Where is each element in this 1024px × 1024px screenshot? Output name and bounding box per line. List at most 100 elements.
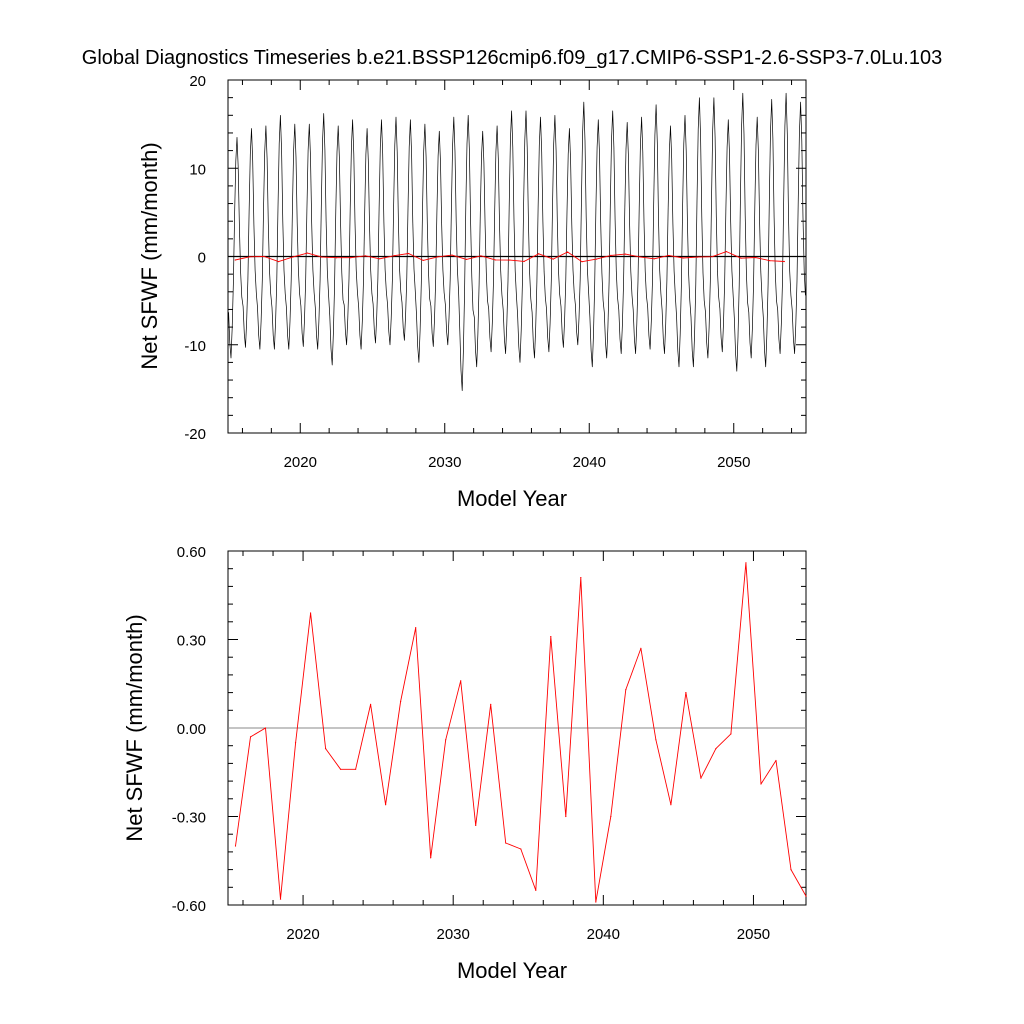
top-panel-x-axis-label: Model Year (457, 486, 567, 511)
bottom-panel-annual-point (580, 576, 582, 579)
top-panel-annual-point (451, 254, 453, 256)
top-panel-annual-point (769, 260, 771, 262)
top-panel-annual-point (321, 256, 323, 258)
top-panel-y-tick-label: -20 (184, 426, 206, 443)
top-panel-annual-point (566, 251, 569, 253)
bottom-panel-annual-point (385, 804, 387, 806)
top-panel-annual-point (393, 255, 395, 257)
bottom-panel-annual-point (460, 680, 462, 682)
bottom-panel-x-tick-label: 2030 (437, 926, 470, 943)
bottom-panel-annual-point (760, 783, 762, 785)
top-panel-annual-point (725, 250, 728, 253)
bottom-panel-annual-point (294, 742, 297, 744)
top-panel-annual-point (668, 254, 670, 257)
top-panel-annual-point (639, 256, 641, 258)
bottom-panel-annual-point (535, 889, 537, 891)
top-panel-annual-point (682, 257, 684, 259)
bottom-panel-annual-point (415, 627, 417, 629)
top-panel-annual-point (697, 256, 699, 258)
bottom-panel-annual-timeseries: Net SFWF (mm/month) Model Year 2020 2030 2… (122, 544, 807, 983)
bottom-panel-annual-point (775, 759, 777, 762)
bottom-panel-annual-point (355, 768, 357, 770)
bottom-panel-annual-point (475, 824, 477, 826)
bottom-panel-annual-point (670, 804, 672, 806)
top-panel-annual-point (249, 256, 251, 258)
top-panel-x-tick-label: 2050 (717, 454, 750, 471)
top-panel-x-tick-label: 2040 (573, 454, 606, 471)
bottom-panel-annual-point (655, 739, 657, 741)
bottom-panel-minor-ticks (228, 551, 806, 905)
bottom-panel-annual-point (324, 748, 327, 750)
top-panel-annual-point (783, 260, 785, 263)
top-panel-annual-point (350, 257, 352, 259)
top-panel-annual-point (422, 259, 424, 261)
bottom-panel-annual-point (805, 895, 807, 897)
top-panel-monthly-timeseries: Net SFWF (mm/month) Model Year 2020 2030 2… (137, 73, 807, 511)
bottom-panel-annual-point (279, 898, 282, 900)
top-panel-y-tick-label: -10 (184, 338, 206, 355)
top-panel-annual-point (523, 260, 525, 262)
top-panel-annual-point (408, 252, 410, 255)
top-panel-annual-point (509, 259, 511, 261)
bottom-panel-annual-point (309, 612, 312, 614)
bottom-panel-annual-point (715, 748, 717, 750)
top-panel-annual-point (292, 256, 294, 258)
bottom-panel-annual-point (445, 739, 447, 741)
top-panel-x-tick-label: 2030 (428, 454, 461, 471)
bottom-panel-annual-point (400, 700, 402, 703)
bottom-panel-y-tick-label: 0.60 (177, 544, 206, 561)
top-panel-minor-ticks (228, 80, 806, 433)
top-panel-annual-point (465, 258, 468, 261)
top-panel-annual-point (436, 256, 439, 258)
bottom-panel-annual-point (339, 768, 342, 770)
top-panel-annual-point (581, 261, 583, 263)
bottom-panel-annual-point (685, 692, 687, 694)
bottom-panel-annual-point (610, 815, 612, 818)
top-panel-y-tick-label: 20 (189, 73, 206, 90)
bottom-panel-annual-point (700, 777, 702, 779)
bottom-panel-annual-point (790, 869, 792, 871)
top-panel-annual-point (480, 255, 482, 257)
top-panel-y-axis-label: Net SFWF (mm/month) (137, 142, 162, 369)
bottom-panel-annual-point (430, 857, 432, 859)
bottom-panel-y-tick-label: 0.00 (177, 721, 206, 738)
bottom-panel-annual-point (730, 733, 732, 735)
bottom-panel-annual-point (625, 689, 627, 691)
top-panel-annual-point (552, 258, 554, 260)
top-panel-annual-point (754, 256, 757, 259)
top-panel-annual-point (277, 261, 280, 263)
top-panel-annual-point (610, 254, 612, 256)
bottom-panel-y-tick-label: -0.30 (172, 810, 206, 827)
bottom-panel-y-axis-label: Net SFWF (mm/month) (122, 614, 147, 841)
top-panel-annual-point (335, 257, 337, 259)
bottom-panel-annual-point (640, 647, 642, 649)
top-panel-annual-point (263, 255, 265, 258)
figure-title: Global Diagnostics Timeseries b.e21.BSSP… (82, 47, 942, 69)
top-panel-annual-point (234, 259, 236, 261)
bottom-panel-x-axis-label: Model Year (457, 958, 567, 983)
bottom-panel-annual-point (550, 635, 552, 638)
bottom-panel-y-tick-label: -0.60 (172, 898, 206, 915)
bottom-panel-x-tick-label: 2040 (587, 926, 620, 943)
top-panel-annual-point (306, 252, 309, 254)
top-panel-monthly-series-line (228, 92, 806, 391)
top-panel-annual-point (379, 258, 381, 260)
bottom-panel-x-tick-label: 2020 (286, 926, 319, 943)
bottom-panel-annual-point (264, 727, 267, 729)
top-panel-annual-point (740, 257, 742, 259)
top-panel-x-tick-label: 2020 (284, 454, 317, 471)
top-panel-y-tick-label: 0 (198, 250, 206, 267)
top-panel-annual-point (494, 259, 496, 261)
top-panel-annual-point (624, 253, 626, 255)
bottom-panel-annual-point (249, 736, 252, 738)
bottom-panel-x-tick-label: 2050 (737, 926, 770, 943)
bottom-panel-y-tick-label: 0.30 (177, 633, 206, 650)
top-panel-annual-point (595, 258, 598, 260)
bottom-panel-annual-point (595, 901, 597, 903)
bottom-panel-annual-point (505, 842, 507, 844)
top-panel-annual-point (538, 253, 540, 255)
top-panel-y-tick-label: 10 (189, 161, 206, 178)
bottom-panel-annual-point (745, 562, 747, 564)
